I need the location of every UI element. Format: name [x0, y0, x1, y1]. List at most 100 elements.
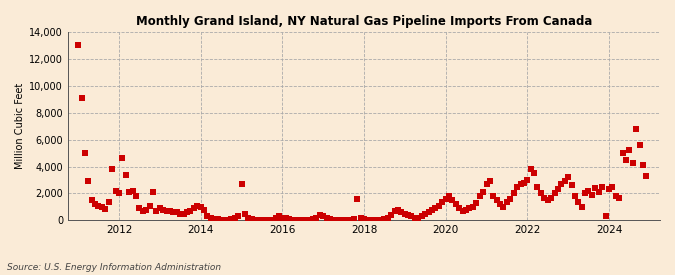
Point — [495, 202, 506, 207]
Point — [631, 127, 642, 131]
Point — [535, 191, 546, 196]
Point — [641, 174, 652, 178]
Point — [250, 218, 261, 222]
Point — [195, 205, 206, 209]
Point — [416, 214, 427, 219]
Point — [267, 218, 277, 222]
Point — [110, 189, 121, 193]
Point — [471, 201, 482, 205]
Point — [236, 182, 247, 186]
Point — [614, 195, 624, 200]
Point — [518, 180, 529, 185]
Point — [182, 210, 192, 214]
Point — [97, 205, 107, 209]
Point — [202, 214, 213, 219]
Point — [549, 191, 560, 196]
Point — [328, 218, 339, 222]
Point — [315, 213, 325, 217]
Point — [205, 216, 216, 221]
Point — [199, 207, 210, 212]
Point — [457, 209, 468, 213]
Point — [576, 205, 587, 209]
Point — [542, 198, 553, 202]
Point — [485, 179, 495, 183]
Point — [475, 194, 485, 198]
Point — [423, 210, 434, 214]
Point — [158, 207, 169, 212]
Point — [396, 210, 407, 214]
Point — [410, 216, 421, 220]
Point — [212, 217, 223, 221]
Point — [437, 199, 448, 204]
Point — [597, 185, 608, 189]
Point — [365, 218, 376, 222]
Point — [464, 206, 475, 210]
Point — [433, 204, 444, 208]
Point — [246, 217, 257, 221]
Point — [498, 205, 509, 209]
Point — [590, 186, 601, 190]
Point — [427, 207, 437, 212]
Point — [420, 211, 431, 216]
Point — [165, 209, 176, 213]
Point — [389, 209, 400, 213]
Point — [372, 218, 383, 222]
Point — [342, 218, 352, 222]
Point — [301, 218, 312, 222]
Point — [304, 218, 315, 222]
Point — [580, 191, 591, 196]
Point — [624, 148, 634, 153]
Point — [73, 43, 84, 48]
Point — [478, 190, 489, 194]
Title: Monthly Grand Island, NY Natural Gas Pipeline Imports From Canada: Monthly Grand Island, NY Natural Gas Pip… — [136, 15, 592, 28]
Point — [406, 214, 417, 219]
Point — [379, 217, 389, 221]
Point — [175, 211, 186, 216]
Point — [287, 218, 298, 222]
Point — [226, 217, 237, 221]
Point — [556, 182, 567, 186]
Point — [335, 218, 346, 222]
Point — [505, 197, 516, 201]
Point — [440, 197, 451, 201]
Point — [290, 218, 301, 222]
Point — [502, 199, 512, 204]
Point — [539, 195, 549, 200]
Point — [83, 179, 94, 183]
Point — [141, 207, 152, 212]
Point — [515, 182, 526, 186]
Text: Source: U.S. Energy Information Administration: Source: U.S. Energy Information Administ… — [7, 263, 221, 272]
Point — [192, 204, 202, 208]
Point — [161, 209, 172, 213]
Point — [107, 167, 117, 171]
Point — [209, 217, 219, 221]
Point — [113, 191, 124, 196]
Point — [468, 205, 479, 209]
Point — [311, 216, 322, 220]
Point — [532, 185, 543, 189]
Point — [76, 96, 87, 100]
Point — [223, 218, 234, 222]
Point — [358, 217, 369, 221]
Point — [369, 218, 379, 222]
Point — [508, 191, 519, 196]
Point — [607, 185, 618, 189]
Point — [362, 218, 373, 222]
Point — [256, 218, 267, 222]
Point — [243, 216, 254, 220]
Point — [86, 198, 97, 202]
Point — [93, 204, 104, 208]
Point — [450, 202, 461, 207]
Point — [525, 167, 536, 171]
Point — [151, 209, 162, 213]
Point — [512, 185, 522, 189]
Point — [529, 171, 539, 175]
Point — [570, 194, 580, 198]
Point — [338, 218, 349, 222]
Point — [188, 206, 199, 210]
Point — [138, 209, 148, 213]
Point — [100, 207, 111, 211]
Point — [583, 189, 594, 193]
Point — [553, 187, 564, 192]
Point — [171, 210, 182, 214]
